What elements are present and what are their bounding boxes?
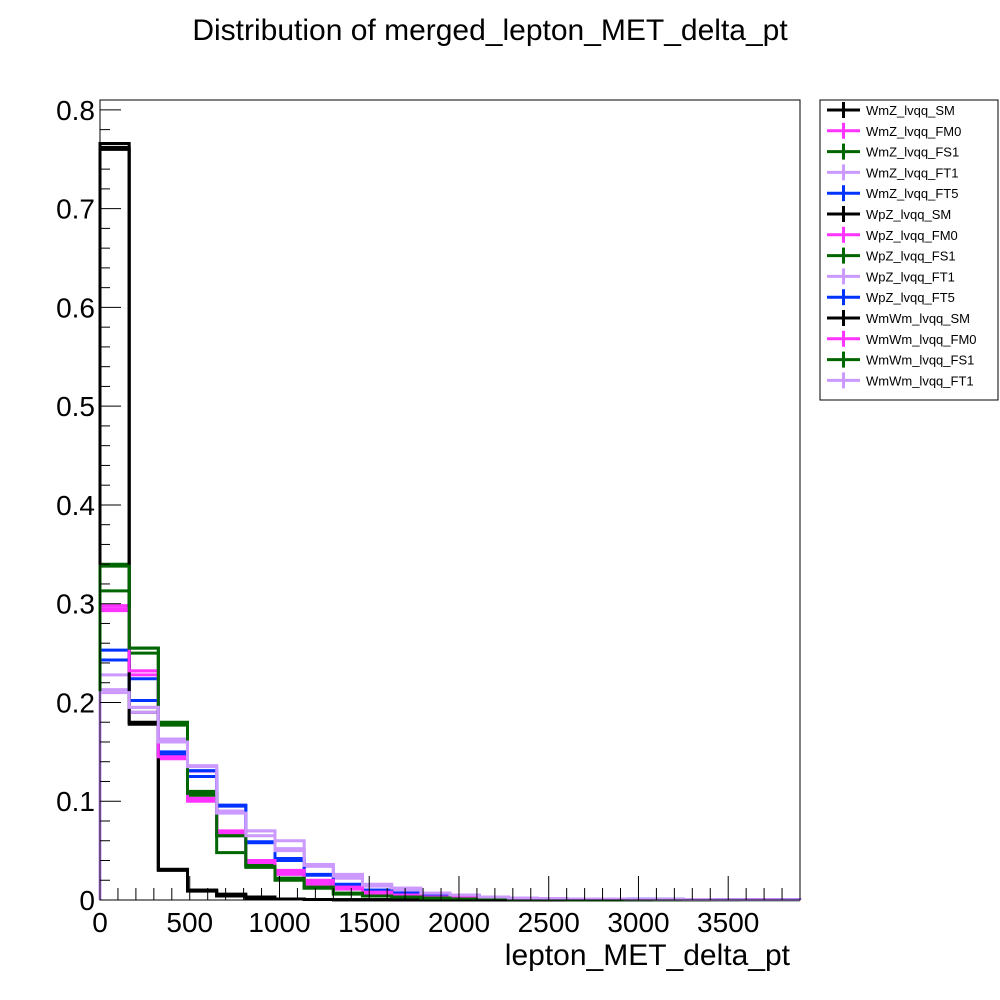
y-tick-label: 0.6 — [56, 292, 95, 323]
y-tick-label: 0.2 — [56, 687, 95, 718]
x-axis-title: lepton_MET_delta_pt — [505, 939, 791, 972]
y-tick-label: 0.5 — [56, 391, 95, 422]
legend-label: WmWm_lvqq_FT1 — [866, 373, 974, 388]
legend-box — [819, 99, 999, 401]
series-line-1 — [98, 604, 802, 902]
x-tick-label: 500 — [166, 907, 213, 938]
x-tick-label: 3500 — [697, 907, 759, 938]
y-tick-label: 0.8 — [56, 95, 95, 126]
legend-label: WmWm_lvqq_SM — [866, 311, 970, 326]
y-tick-label: 0.1 — [56, 786, 95, 817]
legend-label: WmWm_lvqq_FS1 — [866, 353, 974, 368]
legend-label: WmZ_lvqq_FT1 — [866, 165, 958, 180]
legend-label: WpZ_lvqq_FT5 — [866, 290, 955, 305]
x-tick-label: 3000 — [607, 907, 669, 938]
series-line-12 — [98, 564, 800, 902]
x-tick-label: 2000 — [428, 907, 490, 938]
x-tick-label: 0 — [92, 907, 108, 938]
series-line-9 — [98, 658, 802, 902]
legend-label: WmWm_lvqq_FM0 — [866, 332, 977, 347]
y-tick-label: 0.7 — [56, 194, 95, 225]
axis-layer: 0 500 1000 1500 2000 2500 3000 3500 0 0.1 0.2 0.3 0.… — [56, 95, 801, 938]
x-tick-label: 1000 — [248, 907, 310, 938]
y-tick-label: 0.3 — [56, 589, 95, 620]
series-line-4 — [98, 648, 802, 902]
series-line-7 — [98, 589, 800, 902]
chart-title: Distribution of merged_lepton_MET_delta_… — [192, 14, 788, 47]
legend-label: WmZ_lvqq_FT5 — [866, 186, 958, 201]
series-line-11 — [98, 607, 802, 902]
series-line-5 — [98, 141, 800, 902]
legend-label: WpZ_lvqq_FS1 — [866, 249, 956, 264]
legend-label: WpZ_lvqq_FT1 — [866, 269, 955, 284]
y-tick-label: 0 — [79, 885, 95, 916]
legend-label: WmZ_lvqq_FM0 — [866, 124, 961, 139]
legend-label: WmZ_lvqq_FS1 — [866, 145, 959, 160]
legend: WmZ_lvqq_SM WmZ_lvqq_FM0 WmZ_lvqq_FS1 WmZ_l… — [819, 99, 999, 401]
y-tick-label: 0.4 — [56, 490, 95, 521]
series-line-3 — [98, 673, 802, 902]
x-tick-label: 1500 — [338, 907, 400, 938]
series-line-6 — [98, 609, 802, 902]
legend-label: WpZ_lvqq_FM0 — [866, 228, 958, 243]
series-line-0 — [98, 145, 800, 902]
legend-label: WpZ_lvqq_SM — [866, 207, 951, 222]
plot-frame — [99, 99, 801, 901]
series-layer — [98, 141, 802, 902]
series-line-2 — [98, 562, 800, 902]
legend-label: WmZ_lvqq_SM — [866, 103, 955, 118]
series-line-10 — [98, 147, 800, 902]
x-tick-label: 2500 — [518, 907, 580, 938]
